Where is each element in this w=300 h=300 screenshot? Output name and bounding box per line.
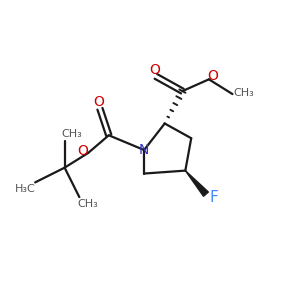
Text: CH₃: CH₃ — [77, 199, 98, 208]
Text: CH₃: CH₃ — [61, 129, 82, 139]
Text: F: F — [210, 190, 219, 205]
Text: CH₃: CH₃ — [233, 88, 254, 98]
Text: H₃C: H₃C — [14, 184, 35, 194]
Text: O: O — [149, 63, 160, 77]
Text: N: N — [139, 143, 149, 157]
Text: O: O — [93, 95, 104, 109]
Text: O: O — [77, 145, 88, 158]
Text: O: O — [207, 69, 218, 83]
Polygon shape — [185, 171, 208, 196]
